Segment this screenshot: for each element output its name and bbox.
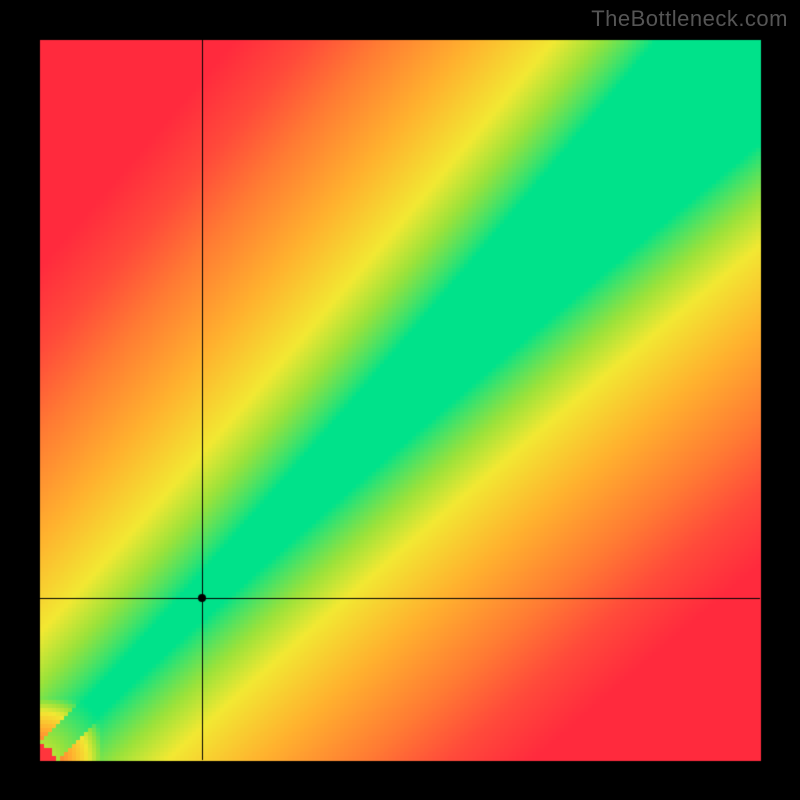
watermark-text: TheBottleneck.com	[591, 6, 788, 32]
bottleneck-heatmap	[0, 0, 800, 800]
chart-container: TheBottleneck.com	[0, 0, 800, 800]
